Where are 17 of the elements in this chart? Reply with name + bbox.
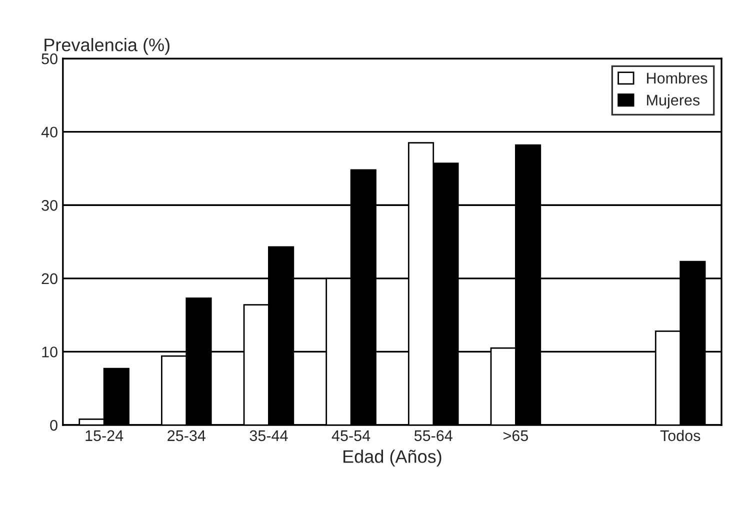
x-tick-label: 55-64 [414,430,452,442]
y-tick-label: 20 [42,273,58,284]
x-tick-label: >65 [503,430,528,442]
legend-label: Hombres [647,72,708,84]
y-tick-label: 30 [42,200,58,211]
y-tick-label: 50 [42,53,58,64]
y-tick-label: 40 [41,126,58,138]
legend-label: Mujeres [647,94,700,109]
x-tick-label: 45-54 [332,430,370,442]
x-tick-label: 35-44 [250,430,288,442]
x-tick-label: 15-24 [86,430,124,442]
x-axis-title: Edad (Años) [344,450,442,466]
x-tick-label: 25-34 [168,430,206,442]
y-axis-title: Prevalencia (%) [44,38,170,55]
x-tick-label: Todos [660,430,700,442]
y-tick-label: 10 [42,346,58,358]
y-tick-label: 0 [50,420,58,431]
